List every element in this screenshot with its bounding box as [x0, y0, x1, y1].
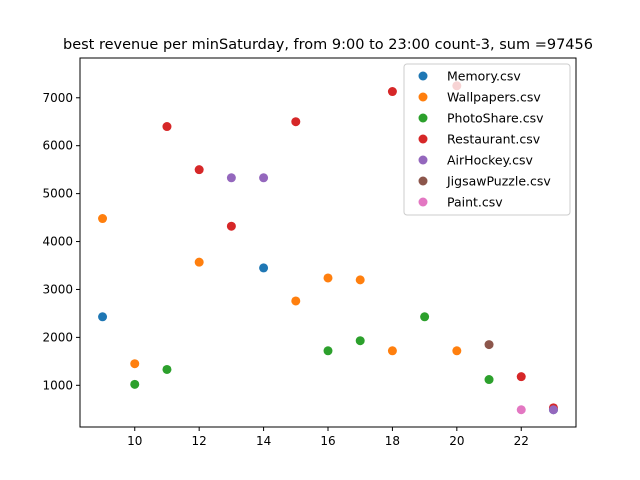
- x-axis: 10 12 14 16 18 20 22: [127, 427, 529, 448]
- data-point: [226, 173, 236, 183]
- data-point: [162, 122, 172, 132]
- series-wallpapers: [98, 214, 462, 369]
- legend-label: Memory.csv: [447, 69, 521, 84]
- data-point: [291, 117, 301, 127]
- data-point: [98, 214, 108, 224]
- x-tick-label: 10: [127, 434, 142, 448]
- data-point: [194, 165, 204, 175]
- data-point: [323, 346, 333, 356]
- data-point: [452, 346, 462, 356]
- data-point: [162, 364, 172, 374]
- data-point: [516, 372, 526, 382]
- x-tick-label: 22: [514, 434, 529, 448]
- x-tick-label: 16: [320, 434, 335, 448]
- data-point: [548, 405, 558, 415]
- x-tick-label: 20: [449, 434, 464, 448]
- series-paint: [516, 405, 526, 415]
- data-point: [323, 273, 333, 283]
- series-airhockey: [226, 173, 558, 415]
- data-point: [516, 405, 526, 415]
- data-point: [387, 346, 397, 356]
- y-tick-label: 6000: [42, 139, 73, 153]
- y-tick-label: 7000: [42, 91, 73, 105]
- x-tick-label: 18: [385, 434, 400, 448]
- legend-marker: [418, 155, 428, 165]
- data-point: [130, 379, 140, 389]
- chart-title: best revenue per minSaturday, from 9:00 …: [63, 37, 593, 53]
- series-jigsawpuzzle: [484, 340, 494, 350]
- y-tick-label: 5000: [42, 187, 73, 201]
- x-tick-label: 12: [192, 434, 207, 448]
- legend-label: PhotoShare.csv: [447, 111, 544, 126]
- legend-label: Restaurant.csv: [447, 132, 541, 147]
- data-point: [420, 312, 430, 322]
- legend-marker: [418, 92, 428, 102]
- legend-marker: [418, 113, 428, 123]
- data-point: [194, 257, 204, 267]
- legend-label: Wallpapers.csv: [447, 90, 541, 105]
- legend: Memory.csv Wallpapers.csv PhotoShare.csv Re…: [403, 63, 571, 216]
- y-tick-label: 3000: [42, 282, 73, 296]
- data-point: [484, 375, 494, 385]
- data-point: [387, 87, 397, 97]
- y-tick-label: 1000: [42, 378, 73, 392]
- legend-box: [403, 63, 571, 216]
- y-tick-label: 4000: [42, 235, 73, 249]
- legend-marker: [418, 176, 428, 186]
- legend-marker: [418, 197, 428, 207]
- x-tick-label: 14: [256, 434, 271, 448]
- series-photoshare: [130, 312, 494, 389]
- legend-label: Paint.csv: [447, 195, 503, 210]
- data-point: [259, 263, 269, 273]
- data-point: [355, 275, 365, 285]
- data-point: [291, 296, 301, 306]
- legend-marker: [418, 134, 428, 144]
- y-axis: 1000 2000 3000 4000 5000 6000 7000: [42, 91, 80, 392]
- data-point: [484, 340, 494, 350]
- legend-marker: [418, 71, 428, 81]
- y-tick-label: 2000: [42, 330, 73, 344]
- data-point: [259, 173, 269, 183]
- data-point: [130, 359, 140, 369]
- data-point: [355, 336, 365, 346]
- data-point: [98, 312, 108, 322]
- legend-label: AirHockey.csv: [447, 153, 534, 168]
- legend-label: JigsawPuzzle.csv: [446, 174, 551, 189]
- data-point: [226, 221, 236, 231]
